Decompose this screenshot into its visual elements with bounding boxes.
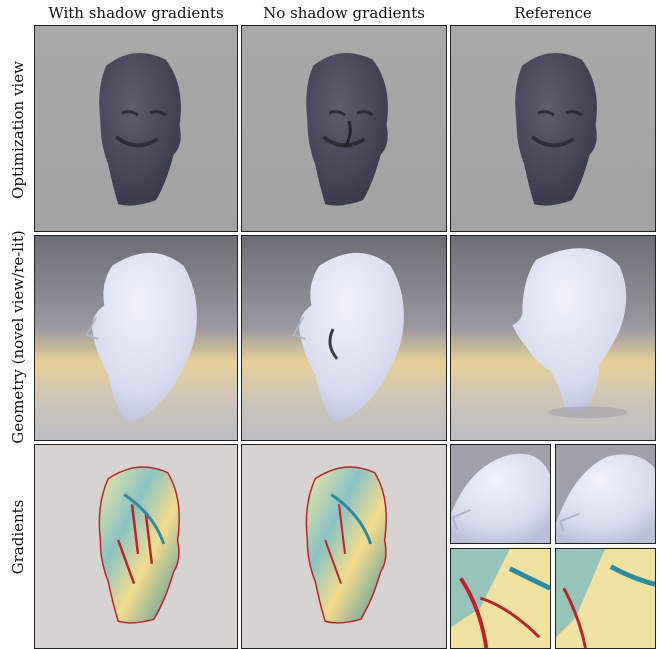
opt-view-reference — [450, 25, 656, 232]
head-render-icon — [451, 445, 550, 543]
zoom-gradient-right — [555, 548, 656, 649]
gradient-map-icon — [35, 445, 237, 648]
head-render-icon — [556, 445, 655, 543]
row-title-geometry: Geometry (novel view/re-lit) — [9, 230, 27, 444]
geometry-no-shadow — [241, 235, 447, 441]
column-title-with-shadow: With shadow gradients — [48, 4, 224, 22]
gradient-map-icon — [451, 549, 550, 648]
head-render-icon — [242, 236, 446, 440]
zoom-reference-left — [450, 444, 551, 544]
gradients-no-shadow — [241, 444, 447, 649]
row-title-gradients: Gradients — [9, 499, 27, 575]
opt-view-no-shadow — [241, 25, 447, 232]
head-render-icon — [242, 26, 446, 231]
row-title-optimization-view: Optimization view — [9, 61, 27, 199]
column-title-no-shadow: No shadow gradients — [263, 4, 425, 22]
gradient-map-icon — [242, 445, 446, 648]
head-render-icon — [35, 26, 237, 231]
head-render-icon — [451, 26, 655, 231]
zoom-reference-right — [555, 444, 656, 544]
geometry-reference — [450, 235, 656, 441]
geometry-with-shadow — [34, 235, 238, 441]
column-title-reference: Reference — [514, 4, 592, 22]
head-render-icon — [35, 236, 237, 440]
gradients-with-shadow — [34, 444, 238, 649]
opt-view-with-shadow — [34, 25, 238, 232]
gradient-map-icon — [556, 549, 655, 648]
head-render-icon — [451, 236, 655, 440]
zoom-gradient-left — [450, 548, 551, 649]
